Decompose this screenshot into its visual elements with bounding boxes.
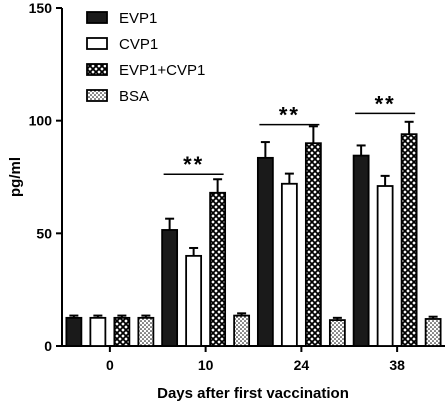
legend-label: EVP1 — [119, 10, 157, 27]
legend-swatch-evp1-cvp1 — [86, 63, 108, 76]
legend-swatch-cvp1 — [86, 37, 108, 50]
significance-label: ** — [375, 91, 396, 116]
bar-cvp1-10 — [185, 254, 203, 347]
bars-group — [65, 120, 442, 347]
bar-evp1-cvp1-10 — [209, 191, 227, 347]
legend-swatch-evp1 — [86, 11, 108, 24]
legend: EVP1 CVP1 EVP1+CVP1 BSA — [86, 10, 205, 105]
bar-cvp1-24 — [280, 182, 298, 347]
y-axis-title: pg/ml — [7, 157, 24, 197]
bar-cvp1-38 — [376, 185, 394, 347]
bar-bsa-10 — [233, 314, 251, 347]
legend-label: EVP1+CVP1 — [119, 62, 205, 79]
x-tick-label: 24 — [294, 357, 310, 373]
bar-bsa-38 — [424, 318, 442, 347]
bar-bsa-0 — [137, 316, 155, 347]
bar-evp1-cvp1-0 — [113, 316, 131, 347]
significance-label: ** — [279, 103, 300, 128]
y-tick-label: 150 — [29, 0, 53, 16]
significance-label: ** — [183, 152, 204, 177]
y-tick-label: 100 — [29, 113, 53, 129]
y-tick-label: 50 — [36, 225, 52, 241]
legend-swatch-bsa — [86, 89, 108, 102]
bar-cvp1-0 — [89, 316, 107, 347]
bar-evp1-10 — [161, 229, 179, 347]
significance-annotations: ** ** ** — [163, 91, 416, 177]
bar-evp1-0 — [65, 316, 83, 347]
y-tick-label: 0 — [44, 338, 52, 354]
bar-bsa-24 — [328, 319, 346, 347]
legend-label: BSA — [119, 88, 149, 105]
bar-evp1-cvp1-38 — [400, 133, 418, 347]
x-axis-title: Days after first vaccination — [157, 385, 349, 402]
bar-evp1-38 — [352, 154, 370, 347]
x-tick-label: 38 — [389, 357, 405, 373]
bar-evp1-cvp1-24 — [304, 142, 322, 347]
legend-label: CVP1 — [119, 36, 158, 53]
x-tick-label: 0 — [106, 357, 114, 373]
bar-evp1-24 — [256, 156, 274, 347]
x-tick-label: 10 — [198, 357, 214, 373]
